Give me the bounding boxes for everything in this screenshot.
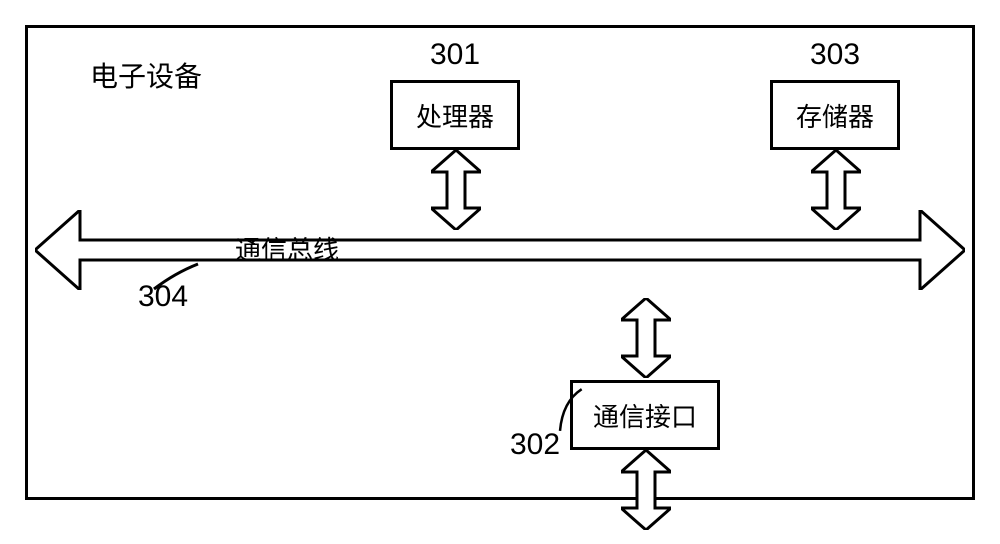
bus-label: 通信总线 — [235, 230, 339, 267]
memory-ref: 303 — [810, 38, 860, 72]
interface-ref: 302 — [510, 428, 560, 462]
interface-bus-arrow-icon — [621, 298, 671, 378]
memory-bus-arrow-icon — [811, 150, 861, 230]
interface-label: 通信接口 — [593, 397, 697, 434]
processor-block: 处理器 — [390, 80, 520, 150]
interface-callout-icon — [555, 385, 595, 435]
memory-label: 存储器 — [796, 97, 874, 134]
bus-callout-icon — [150, 261, 200, 291]
device-title: 电子设备 — [90, 55, 202, 95]
interface-external-arrow-icon — [621, 450, 671, 530]
memory-block: 存储器 — [770, 80, 900, 150]
processor-ref: 301 — [430, 38, 480, 72]
processor-label: 处理器 — [416, 97, 494, 134]
processor-bus-arrow-icon — [431, 150, 481, 230]
